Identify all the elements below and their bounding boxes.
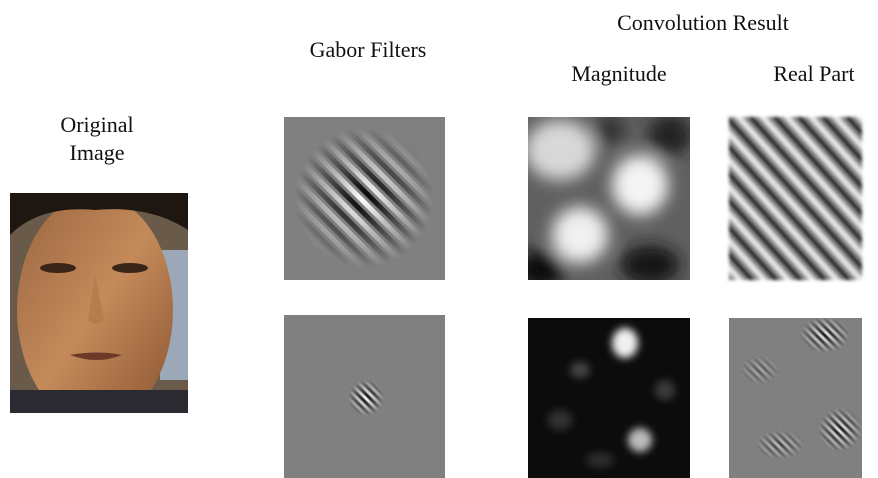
real-part-2: [729, 318, 862, 478]
label-gabor: Gabor Filters: [310, 37, 427, 62]
label-original-1: Original: [60, 112, 133, 137]
magnitude-2: [528, 318, 690, 478]
label-magnitude: Magnitude: [571, 61, 666, 86]
gabor-filter-2: [284, 315, 445, 478]
label-original-2: Image: [70, 140, 125, 165]
real-part-1: [729, 117, 862, 280]
gabor-filter-1: [284, 117, 445, 280]
label-convolution: Convolution Result: [617, 10, 789, 35]
magnitude-1: [515, 115, 692, 290]
figure: Original Image Gabor Filters Convolution…: [0, 0, 878, 478]
face-image: [10, 193, 188, 425]
label-real: Real Part: [773, 61, 854, 86]
